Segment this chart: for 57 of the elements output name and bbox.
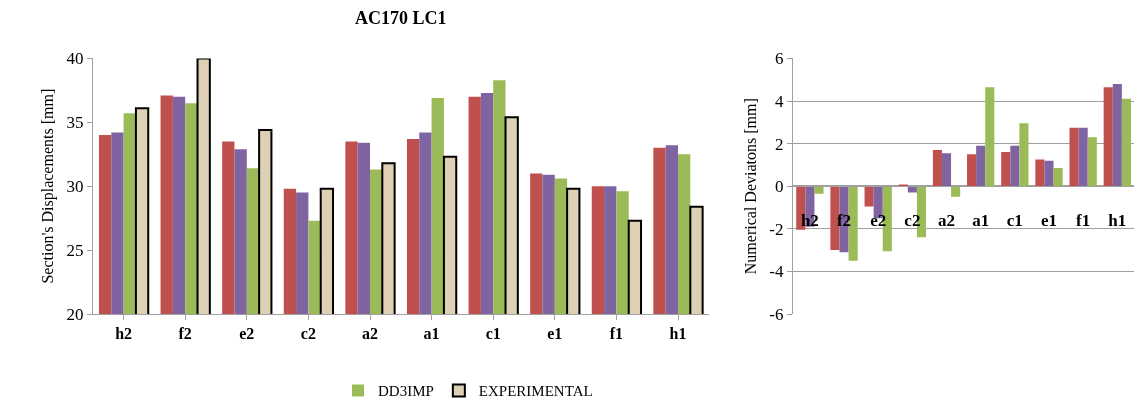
bar bbox=[839, 186, 849, 253]
x-tick-label: f1 bbox=[609, 325, 624, 343]
bar bbox=[1001, 152, 1011, 187]
x-tick-label: e1 bbox=[1040, 210, 1058, 230]
bar bbox=[1087, 137, 1097, 187]
x-tick-label: c1 bbox=[1006, 210, 1023, 230]
bar bbox=[1112, 83, 1122, 187]
x-tick-label: e1 bbox=[547, 325, 563, 343]
x-tick-label: a2 bbox=[362, 325, 378, 343]
y-tick-label: 25 bbox=[66, 241, 84, 261]
bar bbox=[907, 186, 917, 193]
x-tick-label: a1 bbox=[423, 325, 440, 343]
y-tick-label: 6 bbox=[774, 49, 784, 69]
bar bbox=[1019, 123, 1029, 187]
bar bbox=[1069, 127, 1079, 187]
x-tick-label: c1 bbox=[485, 325, 501, 343]
bar bbox=[1053, 168, 1063, 187]
bar bbox=[864, 186, 874, 207]
x-tick-label: h1 bbox=[1108, 210, 1127, 230]
legend-label: EXPERIMENTAL bbox=[478, 383, 593, 400]
x-tick-label: e2 bbox=[239, 325, 255, 343]
y-tick-label: 30 bbox=[66, 177, 84, 197]
bar bbox=[951, 186, 961, 197]
y-axis-title: Numerical Deviatons [mm] bbox=[742, 98, 760, 275]
bar bbox=[1103, 87, 1113, 187]
y-tick-label: -4 bbox=[769, 262, 784, 282]
x-tick-label: f2 bbox=[178, 325, 192, 343]
chart-title: AC170 LC1 bbox=[355, 8, 447, 28]
x-tick-label: a2 bbox=[938, 210, 956, 230]
legend-label: DD3IMP bbox=[378, 383, 434, 400]
x-tick-label: a1 bbox=[972, 210, 990, 230]
y-tick-label: 0 bbox=[774, 177, 784, 197]
bar bbox=[1035, 159, 1045, 187]
x-tick-label: f2 bbox=[836, 210, 852, 230]
x-tick-label: h1 bbox=[669, 325, 687, 343]
bar bbox=[976, 145, 986, 187]
bar bbox=[1078, 127, 1088, 187]
y-tick-label: 4 bbox=[774, 91, 784, 111]
y-tick-label: 20 bbox=[66, 304, 84, 324]
x-tick-label: f1 bbox=[1076, 210, 1091, 230]
y-tick-label: 40 bbox=[66, 49, 84, 69]
y-axis-title: Section's Displacements [mm] bbox=[39, 88, 58, 284]
bar bbox=[967, 154, 977, 187]
y-tick-label: -2 bbox=[769, 219, 784, 239]
x-tick-label: c2 bbox=[300, 325, 316, 343]
x-tick-label: h2 bbox=[115, 325, 133, 343]
bar bbox=[1121, 98, 1131, 187]
y-tick-label: -6 bbox=[769, 304, 784, 324]
y-tick-label: 2 bbox=[774, 134, 784, 154]
bar bbox=[1010, 145, 1020, 187]
bar bbox=[1044, 160, 1054, 187]
bar bbox=[814, 186, 824, 194]
y-tick-label: 35 bbox=[66, 113, 84, 133]
bar bbox=[941, 153, 952, 187]
bar bbox=[985, 87, 995, 187]
bar bbox=[932, 149, 942, 187]
bar bbox=[898, 184, 908, 187]
